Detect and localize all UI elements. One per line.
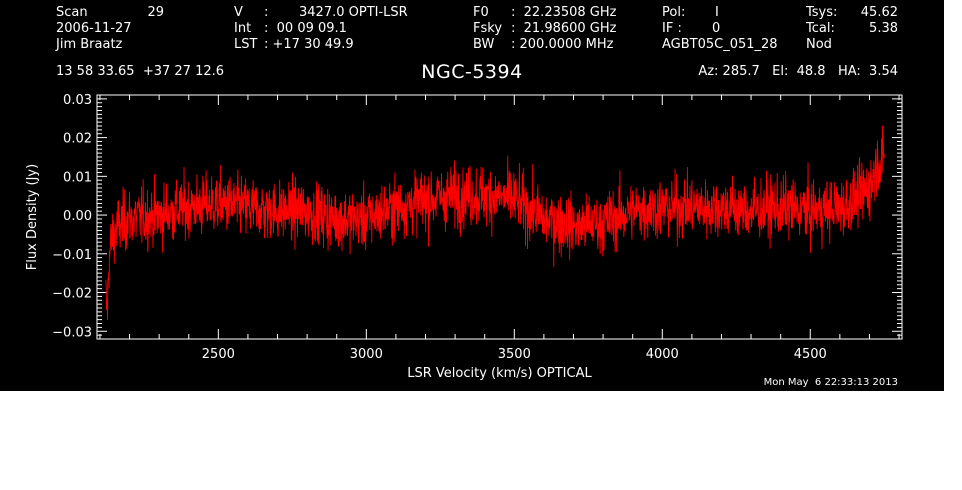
y-tick-label: −0.02	[52, 287, 92, 302]
tcal-value: 5.38	[869, 21, 898, 36]
y-tick-label: −0.01	[52, 248, 92, 263]
spectrum-series-line	[105, 125, 885, 320]
bw-value: : 200.0000 MHz	[511, 37, 614, 52]
int-label: Int	[234, 21, 252, 36]
int-value: : 00 09 09.1	[264, 21, 347, 36]
f0-label: F0	[473, 5, 489, 20]
plot-panel: Scan 29 2006-11-27 Jim Braatz 13 58 33.6…	[0, 0, 944, 391]
lst-label: LST	[234, 37, 258, 52]
fsky-value: : 21.98600 GHz	[511, 21, 617, 36]
fsky-label: Fsky	[473, 21, 503, 36]
if-label: IF :	[662, 21, 682, 36]
y-axis-ticks: −0.03 −0.02 −0.01 0.00 0.01 0.02 0.03	[52, 93, 902, 340]
az-el-ha: Az: 285.7 El: 48.8 HA: 3.54	[698, 64, 898, 79]
f0-value: : 22.23508 GHz	[511, 5, 617, 20]
scan-label: Scan	[56, 5, 88, 20]
y-tick-label: −0.03	[52, 325, 92, 340]
y-tick-label: 0.01	[63, 170, 92, 185]
x-tick-label: 3000	[350, 347, 383, 362]
if-value: 0	[712, 21, 721, 36]
x-tick-label: 2500	[202, 347, 235, 362]
tcal-label: Tcal:	[806, 21, 835, 36]
observing-mode: Nod	[806, 37, 832, 52]
velocity-separator: :	[264, 5, 269, 20]
scan-value: 29	[147, 5, 164, 20]
timestamp: Mon May 6 22:33:13 2013	[763, 377, 898, 388]
x-tick-label: 4000	[646, 347, 679, 362]
plot-frame	[96, 94, 903, 340]
y-axis-title: Flux Density (Jy)	[25, 164, 40, 270]
x-tick-label: 3500	[498, 347, 531, 362]
observer-name: Jim Braatz	[56, 37, 123, 52]
tsys-label: Tsys:	[806, 5, 838, 20]
spectrum-plot: 2500 3000 3500 4000 4500 −0.03 −0.02 −0.01 0.00…	[25, 93, 903, 381]
pol-label: Pol:	[662, 5, 686, 20]
series-group	[105, 125, 885, 320]
project-id: AGBT05C_051_28	[662, 37, 778, 52]
velocity-value: 3427.0 OPTI-LSR	[299, 5, 408, 20]
y-tick-label: 0.00	[63, 209, 92, 224]
velocity-label: V	[234, 5, 243, 20]
x-axis-ticks: 2500 3000 3500 4000 4500	[99, 95, 900, 362]
lst-value: : +17 30 49.9	[264, 37, 354, 52]
pol-value: I	[715, 5, 719, 20]
observation-date: 2006-11-27	[56, 21, 132, 36]
y-tick-label: 0.03	[63, 93, 92, 108]
source-position: 13 58 33.65 +37 27 12.6	[56, 64, 225, 79]
bw-label: BW	[473, 37, 495, 52]
x-tick-label: 4500	[794, 347, 827, 362]
tsys-value: 45.62	[860, 5, 898, 20]
y-tick-label: 0.02	[63, 132, 92, 147]
x-axis-title: LSR Velocity (km/s) OPTICAL	[407, 366, 592, 381]
chart-title: NGC-5394	[421, 61, 523, 83]
